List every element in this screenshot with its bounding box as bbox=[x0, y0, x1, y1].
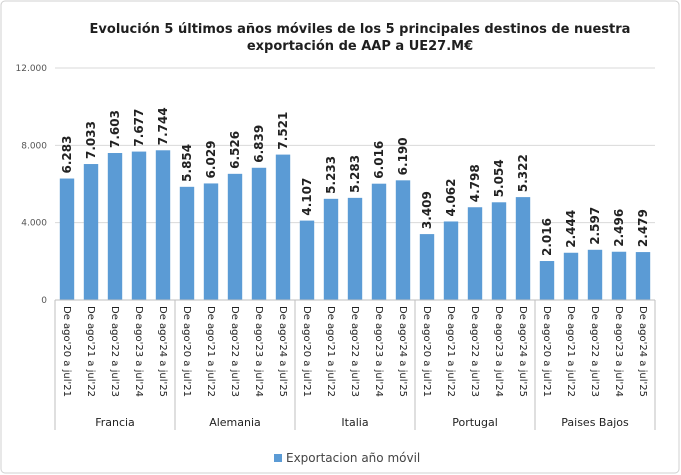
x-tick-label: De ago'21 a jul'22 bbox=[325, 306, 336, 397]
bar bbox=[59, 178, 75, 300]
value-label: 2.016 bbox=[540, 218, 554, 256]
x-tick-label: De ago'24 a jul'25 bbox=[517, 306, 528, 397]
value-label: 5.054 bbox=[492, 159, 506, 197]
x-tick-label: De ago'22 a jul'23 bbox=[589, 306, 600, 397]
group-label: Portugal bbox=[452, 416, 498, 429]
value-label: 7.521 bbox=[276, 112, 290, 150]
value-label: 5.854 bbox=[180, 144, 194, 182]
x-tick-label: De ago'23 a jul'24 bbox=[133, 306, 144, 397]
x-tick-label: De ago'24 a jul'25 bbox=[157, 306, 168, 397]
x-tick-label: De ago'22 a jul'23 bbox=[229, 306, 240, 397]
bar bbox=[611, 251, 627, 300]
bar bbox=[467, 207, 483, 300]
value-label: 2.444 bbox=[564, 210, 578, 248]
bar bbox=[419, 234, 435, 300]
y-tick-label: 12.000 bbox=[16, 64, 48, 74]
bar bbox=[347, 197, 363, 300]
x-tick-label: De ago'24 a jul'25 bbox=[277, 306, 288, 397]
bar bbox=[563, 252, 579, 300]
x-tick-label: De ago'21 a jul'22 bbox=[205, 306, 216, 397]
group-label: Alemania bbox=[209, 416, 261, 429]
x-tick-label: De ago'20 a jul'21 bbox=[61, 306, 72, 397]
value-label: 4.062 bbox=[444, 178, 458, 216]
y-tick-label: 4.000 bbox=[21, 219, 47, 229]
bar bbox=[203, 183, 219, 300]
x-tick-label: De ago'23 a jul'24 bbox=[253, 306, 264, 397]
value-label: 6.839 bbox=[252, 125, 266, 163]
bar bbox=[371, 183, 387, 300]
bar bbox=[299, 220, 315, 300]
bar bbox=[491, 202, 507, 300]
x-tick-label: De ago'24 a jul'25 bbox=[637, 306, 648, 397]
value-label: 5.233 bbox=[324, 156, 338, 194]
x-tick-label: De ago'22 a jul'23 bbox=[469, 306, 480, 397]
value-label: 2.597 bbox=[588, 207, 602, 245]
value-label: 6.016 bbox=[372, 141, 386, 179]
group-label: Paises Bajos bbox=[561, 416, 629, 429]
value-label: 3.409 bbox=[420, 191, 434, 229]
bar bbox=[107, 153, 123, 300]
bar bbox=[179, 186, 195, 300]
x-tick-label: De ago'20 a jul'21 bbox=[181, 306, 192, 397]
y-tick-label: 8.000 bbox=[21, 141, 47, 151]
legend-swatch bbox=[274, 454, 282, 462]
x-tick-label: De ago'24 a jul'25 bbox=[397, 306, 408, 397]
x-tick-label: De ago'20 a jul'21 bbox=[541, 306, 552, 397]
bar bbox=[539, 261, 555, 300]
x-tick-label: De ago'23 a jul'24 bbox=[373, 306, 384, 397]
x-tick-label: De ago'22 a jul'23 bbox=[349, 306, 360, 397]
value-label: 5.283 bbox=[348, 155, 362, 193]
value-label: 4.107 bbox=[300, 178, 314, 216]
group-label: Italia bbox=[341, 416, 368, 429]
bar bbox=[395, 180, 411, 300]
bar bbox=[251, 167, 267, 300]
value-label: 6.190 bbox=[396, 137, 410, 175]
value-label: 6.526 bbox=[228, 131, 242, 169]
bar bbox=[443, 221, 459, 300]
value-label: 7.744 bbox=[156, 107, 170, 145]
value-label: 4.798 bbox=[468, 164, 482, 202]
bar bbox=[587, 249, 603, 300]
bar bbox=[131, 151, 147, 300]
x-tick-label: De ago'21 a jul'22 bbox=[445, 306, 456, 397]
x-tick-label: De ago'21 a jul'22 bbox=[85, 306, 96, 397]
value-label: 5.322 bbox=[516, 154, 530, 192]
value-label: 7.677 bbox=[132, 109, 146, 147]
bar bbox=[515, 197, 531, 300]
value-label: 2.479 bbox=[636, 209, 650, 247]
chart-title: Evolución 5 últimos años móviles de los … bbox=[90, 22, 631, 37]
x-tick-label: De ago'21 a jul'22 bbox=[565, 306, 576, 397]
bar bbox=[155, 150, 171, 300]
group-label: Francia bbox=[95, 416, 135, 429]
bar bbox=[635, 252, 651, 300]
chart-title: exportación de AAP a UE27.M€ bbox=[247, 39, 473, 54]
x-tick-label: De ago'23 a jul'24 bbox=[613, 306, 624, 397]
value-label: 6.283 bbox=[60, 136, 74, 174]
value-label: 7.603 bbox=[108, 110, 122, 148]
y-tick-label: 0 bbox=[41, 296, 47, 306]
legend-label: Exportacion año móvil bbox=[286, 451, 420, 465]
bar bbox=[227, 173, 243, 300]
x-tick-label: De ago'20 a jul'21 bbox=[301, 306, 312, 397]
x-tick-label: De ago'20 a jul'21 bbox=[421, 306, 432, 397]
bar bbox=[83, 164, 99, 300]
bar bbox=[275, 154, 291, 300]
value-label: 2.496 bbox=[612, 209, 626, 247]
x-tick-label: De ago'22 a jul'23 bbox=[109, 306, 120, 397]
value-label: 7.033 bbox=[84, 121, 98, 159]
bar bbox=[323, 198, 339, 300]
x-tick-label: De ago'23 a jul'24 bbox=[493, 306, 504, 397]
value-label: 6.029 bbox=[204, 140, 218, 178]
